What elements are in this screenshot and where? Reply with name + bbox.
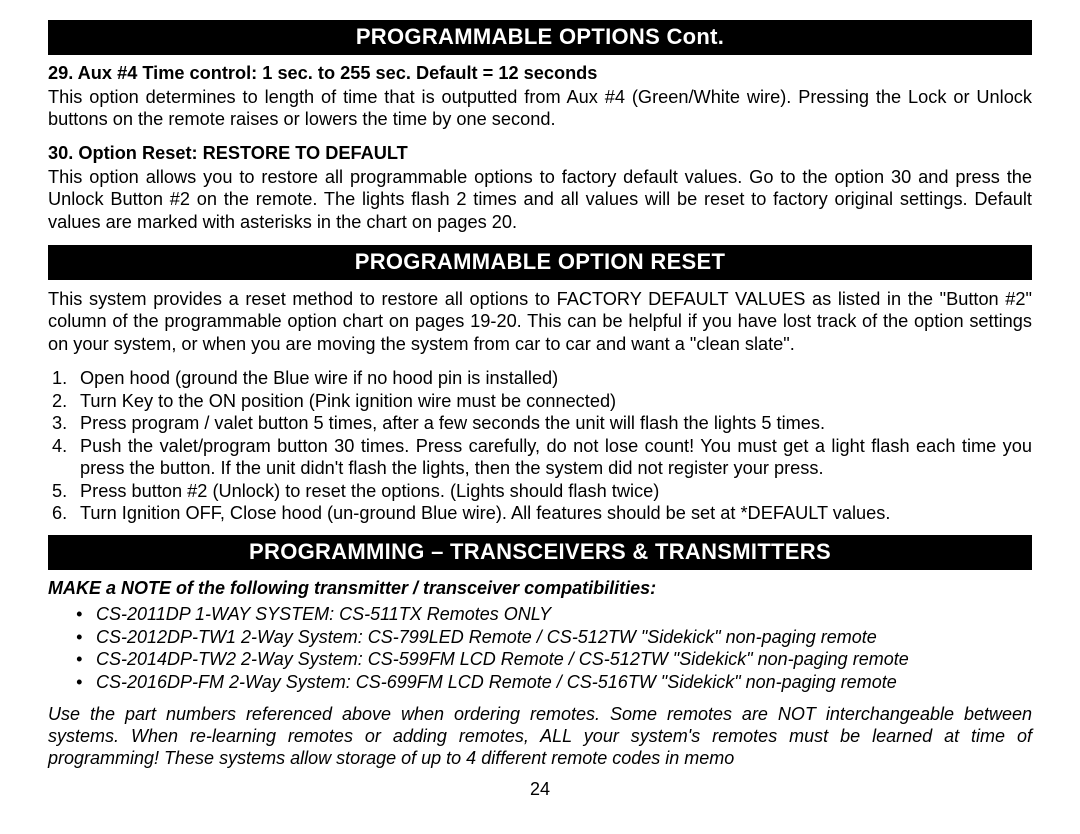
step-text: Press button #2 (Unlock) to reset the op…	[80, 480, 1032, 503]
bullet-text: CS-2016DP-FM 2-Way System: CS-699FM LCD …	[96, 671, 897, 694]
step-text: Press program / valet button 5 times, af…	[80, 412, 1032, 435]
section-header-option-reset: PROGRAMMABLE OPTION RESET	[48, 245, 1032, 280]
step-num: 4.	[52, 435, 80, 480]
bullet-text: CS-2014DP-TW2 2-Way System: CS-599FM LCD…	[96, 648, 909, 671]
reset-steps: 1.Open hood (ground the Blue wire if no …	[48, 367, 1032, 525]
option-29-body: This option determines to length of time…	[48, 86, 1032, 131]
step-num: 2.	[52, 390, 80, 413]
step-num: 1.	[52, 367, 80, 390]
step-num: 3.	[52, 412, 80, 435]
step-num: 6.	[52, 502, 80, 525]
bullet-text: CS-2011DP 1-WAY SYSTEM: CS-511TX Remotes…	[96, 603, 551, 626]
bullet-icon: •	[76, 671, 96, 694]
option-29-title: 29. Aux #4 Time control: 1 sec. to 255 s…	[48, 63, 1032, 84]
section-header-options-cont: PROGRAMMABLE OPTIONS Cont.	[48, 20, 1032, 55]
bullet-text: CS-2012DP-TW1 2-Way System: CS-799LED Re…	[96, 626, 877, 649]
footnote: Use the part numbers referenced above wh…	[48, 704, 1032, 770]
step-text: Push the valet/program button 30 times. …	[80, 435, 1032, 480]
bullet-icon: •	[76, 626, 96, 649]
compatibility-list: •CS-2011DP 1-WAY SYSTEM: CS-511TX Remote…	[48, 603, 1032, 694]
option-30-body: This option allows you to restore all pr…	[48, 166, 1032, 233]
bullet-icon: •	[76, 648, 96, 671]
step-text: Turn Key to the ON position (Pink igniti…	[80, 390, 1032, 413]
option-30-title: 30. Option Reset: RESTORE TO DEFAULT	[48, 143, 1032, 164]
bullet-icon: •	[76, 603, 96, 626]
compatibility-note: MAKE a NOTE of the following transmitter…	[48, 578, 1032, 599]
step-text: Turn Ignition OFF, Close hood (un-ground…	[80, 502, 1032, 525]
reset-intro: This system provides a reset method to r…	[48, 288, 1032, 355]
step-num: 5.	[52, 480, 80, 503]
section-header-transceivers: PROGRAMMING – TRANSCEIVERS & TRANSMITTER…	[48, 535, 1032, 570]
page-number: 24	[48, 779, 1032, 800]
step-text: Open hood (ground the Blue wire if no ho…	[80, 367, 1032, 390]
